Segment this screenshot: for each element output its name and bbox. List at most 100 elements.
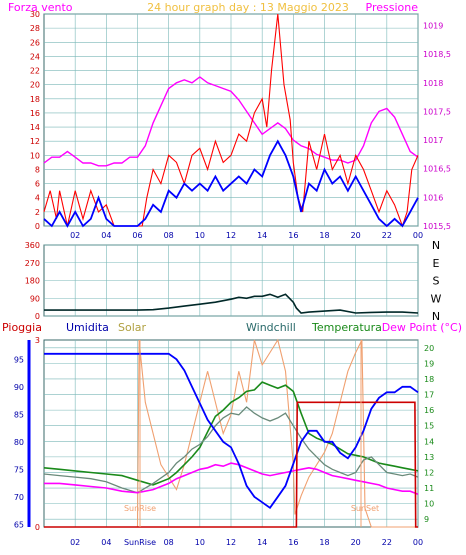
dewpoint-label: Dew Point (°C) <box>382 321 462 334</box>
wind-pressure-series <box>43 13 419 228</box>
direction-tick-label: 360 <box>25 241 40 250</box>
temperature-tick-label: 10 <box>424 500 434 509</box>
x-tick-label: 22 <box>382 538 392 547</box>
y-left-tick-label: 8 <box>35 165 40 174</box>
x-tick-label: 20 <box>351 538 361 547</box>
x-tick-label: 02 <box>70 538 80 547</box>
x-tick-label: 04 <box>101 538 111 547</box>
wind-gust-line <box>43 13 419 228</box>
temperature-tick-label: 9 <box>424 515 429 524</box>
compass-label: N <box>432 310 440 323</box>
rain-line <box>44 401 418 528</box>
y-right-tick-label: 1018 <box>423 79 443 88</box>
y-right-tick-label: 1017 <box>423 136 443 145</box>
temperature-tick-label: 12 <box>424 468 434 477</box>
x-tick-label: 16 <box>288 231 298 240</box>
x-tick-label: 00 <box>413 538 423 547</box>
y-left-tick-label: 12 <box>30 137 40 146</box>
x-tick-label: 10 <box>195 538 205 547</box>
x-tick-label: 08 <box>164 538 174 547</box>
temperature-tick-label: 11 <box>424 484 434 493</box>
wind-speed-title: Forza vento <box>8 1 73 14</box>
y-right-tick-label: 1017,5 <box>423 107 451 116</box>
humidity-tick-label: 90 <box>14 383 24 392</box>
humidity-tick-label: 95 <box>14 355 24 364</box>
x-tick-label: 14 <box>257 231 267 240</box>
y-left-tick-label: 10 <box>30 151 40 160</box>
weather-series <box>43 338 419 528</box>
humidity-tick-label: 70 <box>14 493 24 502</box>
wind-pressure-grid <box>44 13 419 227</box>
y-left-tick-label: 16 <box>30 109 40 118</box>
temperature-tick-label: 16 <box>424 406 434 415</box>
sunset-label: SunSet <box>351 504 379 513</box>
y-right-tick-label: 1015,5 <box>423 222 451 231</box>
compass-label: W <box>431 292 442 305</box>
temperature-tick-label: 14 <box>424 437 434 446</box>
temperature-tick-label: 15 <box>424 422 434 431</box>
graph-title: 24 hour graph day : 13 Maggio 2023 <box>147 1 349 14</box>
x-tick-label: 16 <box>288 538 298 547</box>
x-tick-label: 12 <box>226 231 236 240</box>
x-tick-label: 12 <box>226 538 236 547</box>
windchill-line <box>43 406 419 494</box>
windchill-label: Windchill <box>246 321 296 334</box>
wind-direction-series <box>44 293 419 314</box>
direction-tick-label: 180 <box>25 277 40 286</box>
x-tick-label: 04 <box>101 231 111 240</box>
y-left-tick-label: 14 <box>30 123 40 132</box>
y-left-tick-label: 18 <box>30 95 40 104</box>
y-left-tick-label: 4 <box>35 194 40 203</box>
direction-tick-label: 270 <box>25 259 40 268</box>
rain-tick-label: 0 <box>35 523 40 532</box>
y-left-tick-label: 22 <box>30 67 40 76</box>
x-tick-label: 22 <box>382 231 392 240</box>
y-left-tick-label: 30 <box>30 10 40 19</box>
y-left-tick-label: 20 <box>30 81 40 90</box>
solar-line <box>44 338 418 528</box>
temperature-label: Temperatura <box>311 321 382 334</box>
y-right-tick-label: 1016 <box>423 193 443 202</box>
solar-label: Solar <box>118 321 147 334</box>
y-right-tick-label: 1018,5 <box>423 50 451 59</box>
pressure-line <box>43 76 419 167</box>
humidity-tick-label: 65 <box>14 520 24 529</box>
x-tick-label: 18 <box>319 538 329 547</box>
weather-ticks: 9 10 11 12 13 14 15 16 17 18 19 20 65 70 75 80 85 90 95 0 3 0… <box>14 336 434 547</box>
y-left-tick-label: 24 <box>30 52 40 61</box>
humidity-tick-label: 80 <box>14 438 24 447</box>
wind-direction-grid <box>44 244 419 317</box>
dewpoint-line <box>44 462 419 496</box>
temperature-line <box>43 381 419 486</box>
temperature-tick-label: 13 <box>424 453 434 462</box>
direction-tick-label: 0 <box>35 312 40 321</box>
y-left-tick-label: 28 <box>30 24 40 33</box>
y-left-tick-label: 26 <box>30 38 40 47</box>
rain-tick-label: 3 <box>35 336 40 345</box>
temperature-tick-label: 20 <box>424 344 434 353</box>
humidity-label: Umidita <box>66 321 109 334</box>
sunrise-axis-label: SunRise <box>124 538 156 547</box>
temperature-tick-label: 17 <box>424 391 434 400</box>
x-tick-label: 10 <box>195 231 205 240</box>
temperature-tick-label: 18 <box>424 375 434 384</box>
x-tick-label: 20 <box>351 231 361 240</box>
humidity-line <box>44 352 419 510</box>
humidity-tick-label: 75 <box>14 465 24 474</box>
humidity-tick-label: 85 <box>14 410 24 419</box>
y-left-tick-label: 6 <box>35 180 40 189</box>
wind-direction-ticks: 0 N 90 W 180 S 270 E 360 N <box>25 239 442 323</box>
rain-label: Pioggia <box>2 321 42 334</box>
x-tick-label: 18 <box>319 231 329 240</box>
compass-label: N <box>432 239 440 252</box>
x-tick-label: 06 <box>132 231 142 240</box>
wind-avg-line <box>43 139 419 228</box>
compass-label: S <box>433 275 440 288</box>
y-right-tick-label: 1019 <box>423 21 443 30</box>
pressure-title: Pressione <box>366 1 419 14</box>
compass-label: E <box>433 257 440 270</box>
y-left-tick-label: 0 <box>35 222 40 231</box>
